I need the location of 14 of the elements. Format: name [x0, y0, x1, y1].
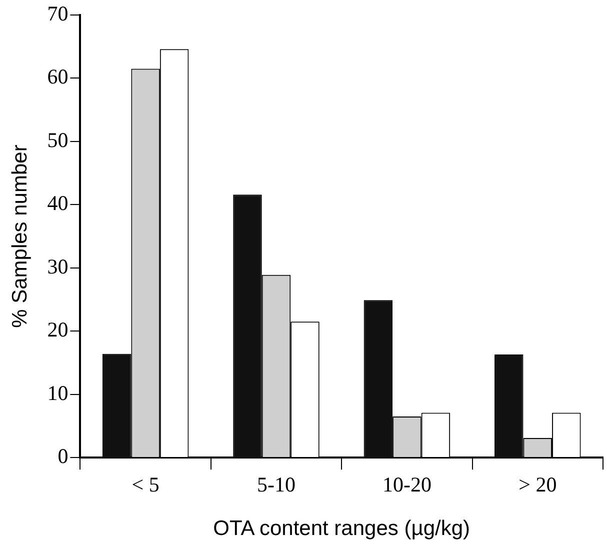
x-tick-label: < 5 [132, 472, 160, 497]
y-axis-title: % Samples number [8, 144, 32, 328]
x-tick-label: 10-20 [382, 472, 432, 497]
y-tick-label: 10 [47, 380, 68, 405]
y-tick-label: 30 [47, 254, 68, 278]
x-tick-label: > 20 [518, 472, 557, 497]
y-tick-label: 0 [58, 444, 68, 468]
x-tick-label: 5-10 [257, 472, 296, 497]
y-tick-label: 50 [47, 128, 68, 152]
y-tick-label: 60 [47, 64, 68, 89]
y-tick-label: 70 [47, 2, 68, 26]
y-tick-label: 20 [47, 318, 68, 342]
y-tick-label: 40 [47, 191, 68, 216]
x-axis-title: OTA content ranges (µg/kg) [213, 517, 470, 540]
